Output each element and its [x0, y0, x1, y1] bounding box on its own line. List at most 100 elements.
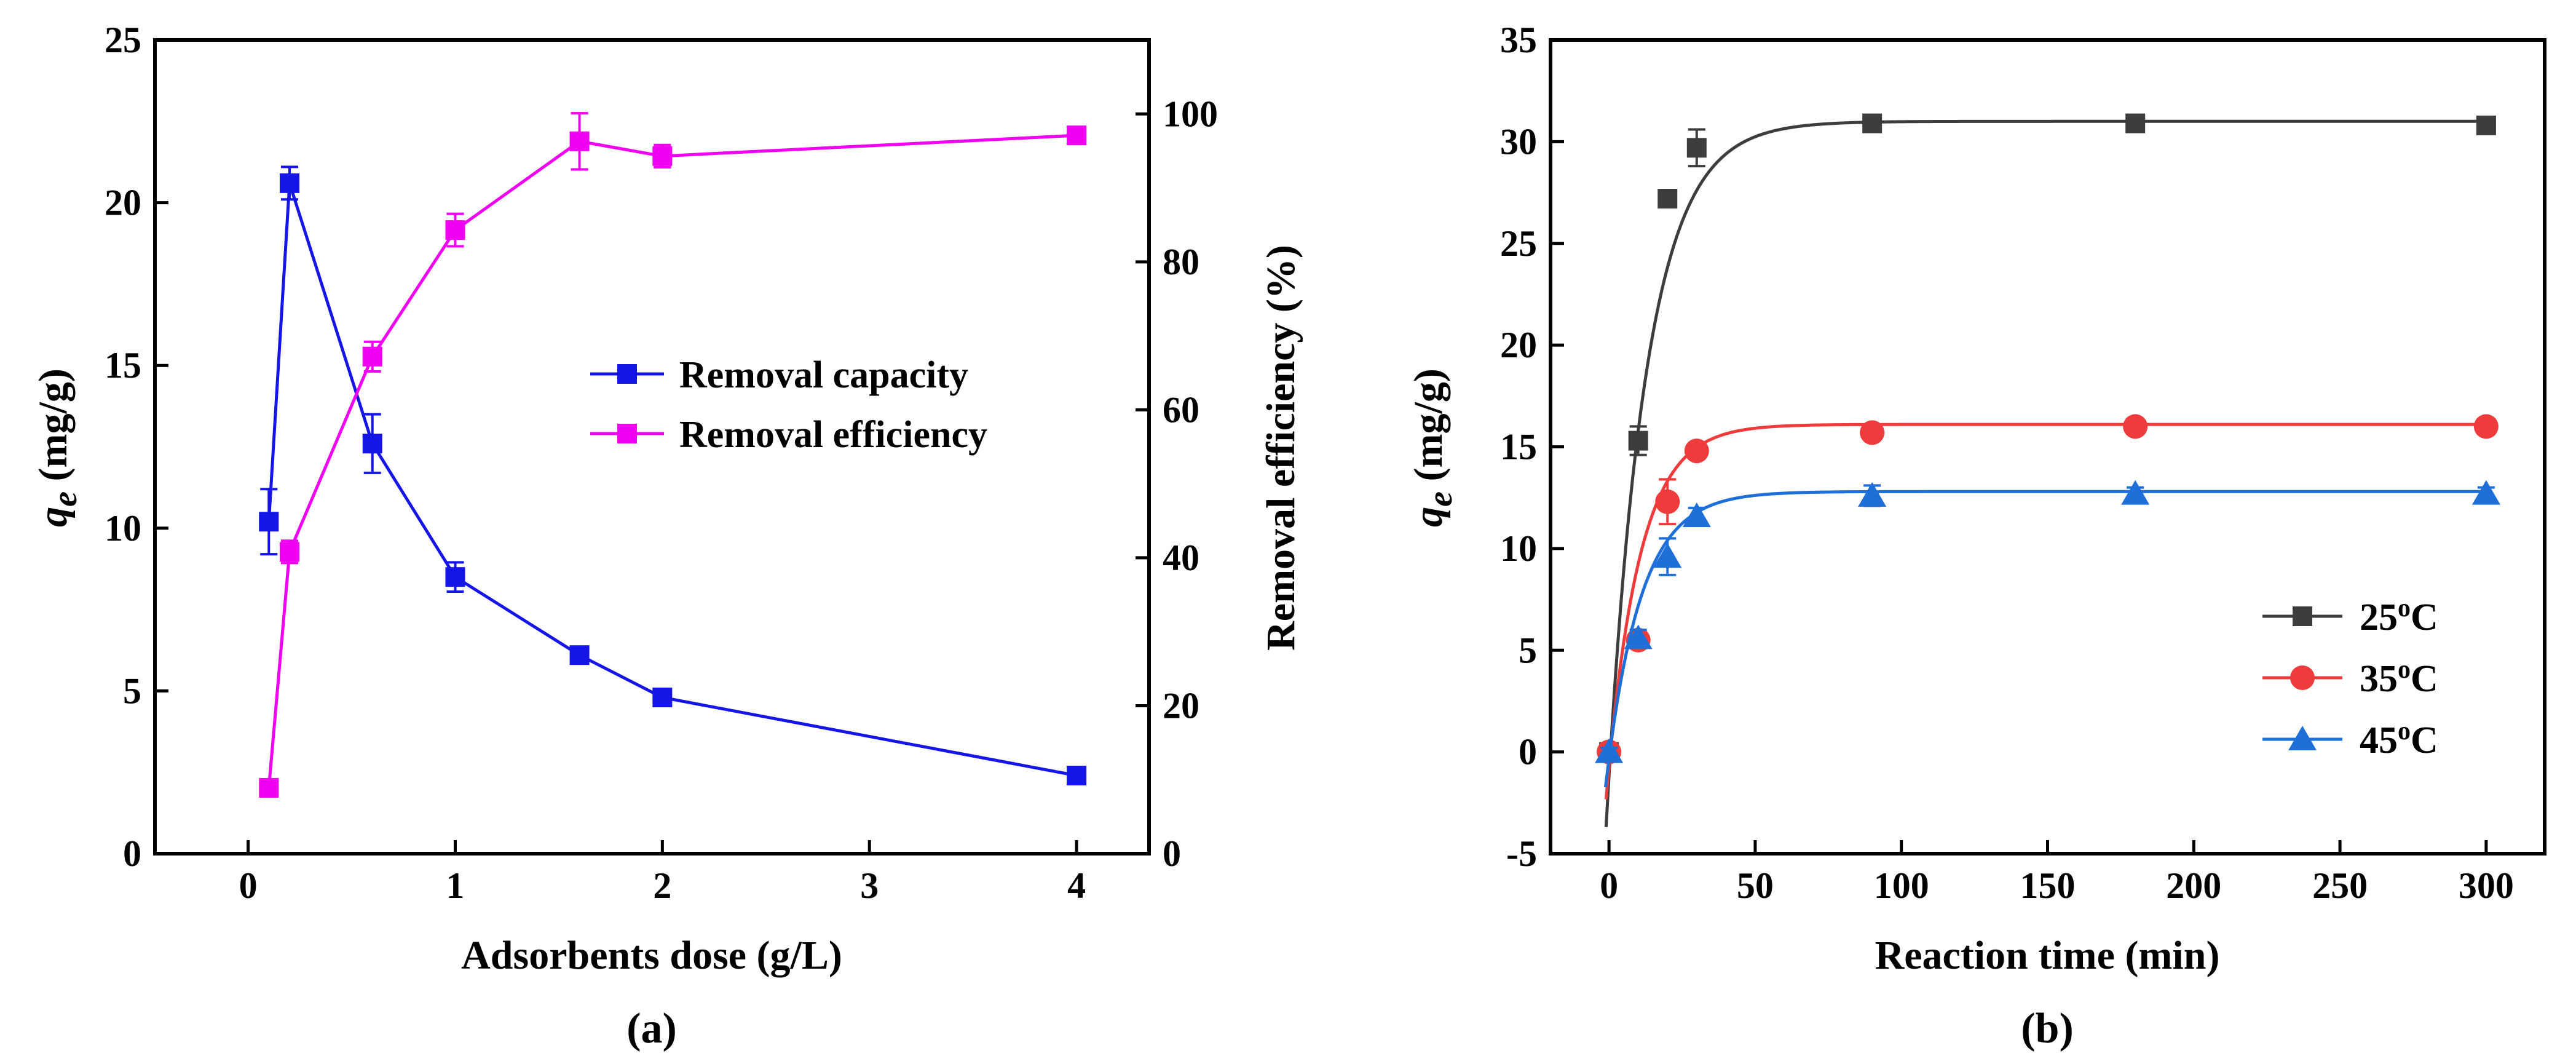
- series-35c-fit-curve: [1604, 423, 2486, 800]
- series-45c-point: [1624, 624, 1653, 649]
- series-25c-point: [1862, 113, 1883, 133]
- panel-b-y-tick-label: 25: [1500, 223, 1537, 264]
- series-25c-point: [1628, 431, 1648, 451]
- legend-35c-unit: C: [2411, 658, 2438, 700]
- panel-b-caption: (b): [2021, 1005, 2074, 1052]
- series-35c-point: [1860, 420, 1885, 445]
- panel-a-y2-tick-label: 0: [1163, 833, 1181, 874]
- panel-b-x-tick-label: 250: [2312, 865, 2368, 906]
- panel-b-y-tick-label: 10: [1500, 528, 1537, 569]
- panel-a-y2-tick-label: 60: [1163, 389, 1199, 430]
- panel-b-y-axis-label: qe (mg/g): [1406, 368, 1460, 527]
- series-25c-point: [2476, 115, 2496, 135]
- series-removal-efficiency-point: [652, 146, 673, 166]
- panel-a-y-tick-label: 20: [105, 183, 141, 223]
- series-removal-capacity-point: [279, 173, 299, 193]
- series-45c-point: [2471, 480, 2500, 505]
- series-removal-capacity-point: [445, 567, 465, 587]
- legend-35c-degree: o: [2398, 656, 2411, 684]
- legend-25c-unit: C: [2411, 597, 2438, 638]
- legend-45c-label: 45oC: [2360, 717, 2438, 761]
- series-removal-efficiency-point: [569, 131, 590, 151]
- series-45c-point: [1682, 502, 1711, 527]
- panel-a-plot-frame: [153, 38, 1151, 856]
- panel-a-y-axis-label-q: q: [31, 507, 76, 527]
- series-removal-capacity-line: [267, 183, 1077, 777]
- panel-a-y-tick-label: 25: [105, 20, 141, 60]
- legend-removal-capacity-label: Removal capacity: [679, 354, 968, 396]
- panel-a-y-tick-label: 0: [123, 833, 141, 874]
- panel-b-y-axis-label-sub: e: [1421, 491, 1460, 507]
- series-35c-point: [1655, 489, 1680, 514]
- panel-a-y-tick-label: 10: [105, 508, 141, 549]
- panel-b-y-tick-label: 0: [1519, 732, 1537, 772]
- panel-b-x-tick-label: 300: [2459, 865, 2514, 906]
- panel-a-x-tick-label: 4: [1067, 865, 1086, 906]
- legend-25c-marker: [2293, 606, 2312, 626]
- panel-a-caption: (a): [626, 1005, 677, 1052]
- panel-b-plot-frame: [1549, 38, 2546, 856]
- series-removal-capacity-point: [259, 512, 279, 532]
- panel-b-y-tick-label: 35: [1500, 20, 1537, 60]
- series-removal-capacity-point: [652, 687, 673, 707]
- series-45c-fit-curve: [1603, 490, 2486, 788]
- panel-b-grid-and-ticks: 0 50 100 150 200 250 300 -5 0 5 10 15 20 25 30 35: [1500, 20, 2514, 906]
- series-removal-efficiency-line: [267, 133, 1077, 788]
- panel-a-x-tick-label: 2: [653, 865, 671, 906]
- legend-removal-efficiency-label: Removal efficiency: [679, 414, 987, 456]
- panel-a-x-axis-label: Adsorbents dose (g/L): [461, 933, 842, 978]
- panel-b-y-axis-label-q: q: [1406, 507, 1451, 527]
- series-removal-efficiency-point: [362, 346, 382, 367]
- panel-a-series: [259, 112, 1087, 798]
- panel-a-y-axis-label-sub: e: [46, 491, 84, 507]
- legend-45c-value: 45: [2360, 720, 2398, 761]
- legend-45c-degree: o: [2398, 717, 2411, 745]
- series-45c-point: [1653, 543, 1682, 568]
- legend-35c-marker: [2290, 665, 2315, 690]
- panel-a-y2-tick-label: 20: [1163, 685, 1199, 726]
- legend-35c-value: 35: [2360, 658, 2398, 700]
- panel-b-y-tick-label: 20: [1500, 325, 1537, 365]
- series-25c-point: [1686, 138, 1707, 158]
- series-removal-capacity-point: [569, 645, 590, 665]
- panel-b-x-tick-label: 150: [2020, 865, 2076, 906]
- series-removal-efficiency-point: [445, 220, 465, 240]
- series-removal-capacity-point: [1067, 765, 1087, 785]
- series-25c-point: [1657, 188, 1678, 208]
- panel-b-y-tick-label: 5: [1519, 630, 1537, 670]
- legend-45c-unit: C: [2411, 720, 2438, 761]
- panel-b-x-tick-label: 100: [1874, 865, 1929, 906]
- panel-a-y-tick-label: 5: [123, 670, 141, 711]
- panel-b-series: [1595, 113, 2500, 827]
- panel-a-y-axis-label-unit: (mg/g): [31, 368, 76, 491]
- panel-b-y-axis-label-unit: (mg/g): [1406, 368, 1451, 491]
- panel-a-y2-tick-label: 80: [1163, 242, 1199, 282]
- series-removal-efficiency-point: [279, 542, 299, 562]
- legend-35c-label: 35oC: [2360, 656, 2438, 700]
- panel-a-legend: Removal capacity Removal efficiency: [590, 354, 987, 456]
- panel-a-y-axis-label: qe (mg/g): [31, 368, 84, 527]
- panel-a-x-tick-label: 0: [239, 865, 258, 906]
- panel-b: 0 50 100 150 200 250 300 -5 0 5 10 15 20 25 30 35 qe (m…: [1406, 20, 2546, 1052]
- panel-a-x-tick-label: 1: [446, 865, 464, 906]
- series-removal-efficiency-point: [259, 777, 279, 798]
- series-35c-point: [1684, 439, 1709, 464]
- panel-a-y-tick-label: 15: [105, 345, 141, 386]
- series-removal-capacity-point: [362, 434, 382, 454]
- series-25c-point: [2125, 113, 2146, 133]
- panel-b-legend: 25oC 35oC 45oC: [2262, 594, 2438, 761]
- panel-b-y-tick-label: -5: [1506, 833, 1537, 874]
- panel-b-x-axis-label: Reaction time (min): [1875, 933, 2220, 978]
- legend-removal-capacity-marker: [617, 364, 637, 384]
- legend-25c-degree: o: [2398, 594, 2411, 622]
- legend-25c-label: 25oC: [2360, 594, 2438, 638]
- panel-b-y-tick-label: 30: [1500, 121, 1537, 162]
- series-35c-point: [2123, 414, 2148, 439]
- panel-b-x-tick-label: 50: [1737, 865, 1774, 906]
- legend-25c-value: 25: [2360, 597, 2398, 638]
- panel-a-y2-tick-label: 40: [1163, 538, 1199, 578]
- panel-b-x-tick-label: 200: [2166, 865, 2221, 906]
- legend-removal-efficiency-marker: [617, 424, 637, 443]
